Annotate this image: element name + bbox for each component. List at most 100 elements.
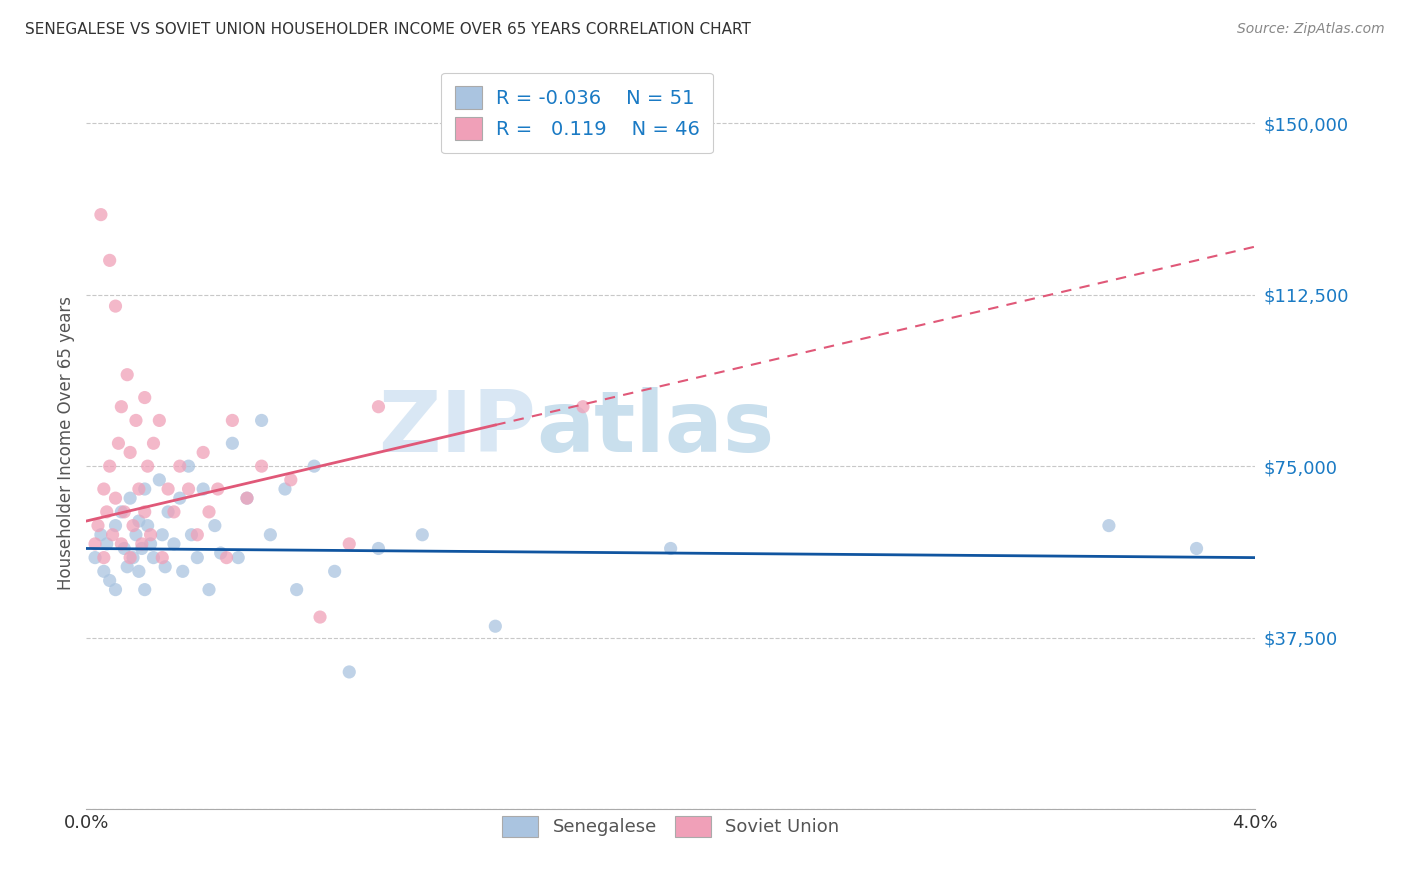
Point [134, 391, 156, 405]
Point [309, 610, 332, 624]
Point [139, 537, 162, 551]
Point [125, 527, 148, 541]
Point [191, 445, 214, 459]
Point [1098, 518, 1121, 533]
Point [96, 537, 118, 551]
Point [157, 482, 180, 496]
Point [120, 550, 142, 565]
Point [186, 550, 208, 565]
Point [128, 565, 150, 579]
Point [131, 541, 153, 556]
Point [169, 459, 191, 474]
Point [337, 537, 360, 551]
Point [191, 482, 214, 496]
Point [107, 436, 129, 450]
Point [148, 413, 170, 427]
Point [142, 550, 165, 565]
Point [163, 505, 186, 519]
Point [136, 518, 159, 533]
Point [215, 550, 238, 565]
Point [250, 413, 273, 427]
Point [142, 436, 165, 450]
Point [101, 527, 124, 541]
Point [90, 208, 112, 222]
Point [169, 491, 191, 505]
Point [172, 565, 194, 579]
Point [122, 550, 145, 565]
Point [104, 491, 127, 505]
Point [177, 482, 200, 496]
Point [659, 541, 682, 556]
Point [150, 527, 173, 541]
Point [572, 400, 595, 414]
Point [134, 582, 156, 597]
Point [104, 582, 127, 597]
Point [209, 546, 232, 560]
Y-axis label: Householder Income Over 65 years: Householder Income Over 65 years [58, 296, 75, 591]
Point [259, 527, 281, 541]
Point [84, 537, 107, 551]
Point [337, 665, 360, 679]
Text: atlas: atlas [536, 387, 775, 470]
Point [112, 505, 135, 519]
Point [134, 505, 156, 519]
Point [153, 559, 176, 574]
Point [87, 518, 110, 533]
Point [84, 550, 107, 565]
Point [128, 514, 150, 528]
Point [186, 527, 208, 541]
Point [236, 491, 259, 505]
Point [367, 541, 389, 556]
Point [367, 400, 389, 414]
Point [98, 459, 121, 474]
Legend: Senegalese, Soviet Union: Senegalese, Soviet Union [495, 809, 846, 844]
Point [207, 482, 229, 496]
Point [285, 582, 308, 597]
Point [136, 459, 159, 474]
Point [236, 491, 259, 505]
Point [115, 559, 138, 574]
Point [110, 537, 132, 551]
Point [274, 482, 297, 496]
Point [110, 505, 132, 519]
Point [198, 505, 221, 519]
Point [1185, 541, 1208, 556]
Point [163, 537, 186, 551]
Point [134, 482, 156, 496]
Point [411, 527, 433, 541]
Point [131, 537, 153, 551]
Text: Source: ZipAtlas.com: Source: ZipAtlas.com [1237, 22, 1385, 37]
Point [280, 473, 302, 487]
Point [150, 550, 173, 565]
Point [93, 482, 115, 496]
Point [226, 550, 249, 565]
Point [90, 527, 112, 541]
Point [484, 619, 506, 633]
Point [110, 400, 132, 414]
Point [128, 482, 150, 496]
Point [177, 459, 200, 474]
Point [104, 299, 127, 313]
Text: SENEGALESE VS SOVIET UNION HOUSEHOLDER INCOME OVER 65 YEARS CORRELATION CHART: SENEGALESE VS SOVIET UNION HOUSEHOLDER I… [25, 22, 751, 37]
Point [323, 565, 346, 579]
Point [120, 491, 142, 505]
Point [98, 574, 121, 588]
Point [122, 518, 145, 533]
Point [139, 527, 162, 541]
Point [93, 565, 115, 579]
Point [302, 459, 325, 474]
Point [112, 541, 135, 556]
Point [120, 445, 142, 459]
Point [180, 527, 202, 541]
Text: ZIP: ZIP [378, 387, 536, 470]
Point [221, 413, 243, 427]
Point [96, 505, 118, 519]
Point [204, 518, 226, 533]
Point [148, 473, 170, 487]
Point [125, 413, 148, 427]
Point [221, 436, 243, 450]
Point [198, 582, 221, 597]
Point [250, 459, 273, 474]
Point [115, 368, 138, 382]
Point [157, 505, 180, 519]
